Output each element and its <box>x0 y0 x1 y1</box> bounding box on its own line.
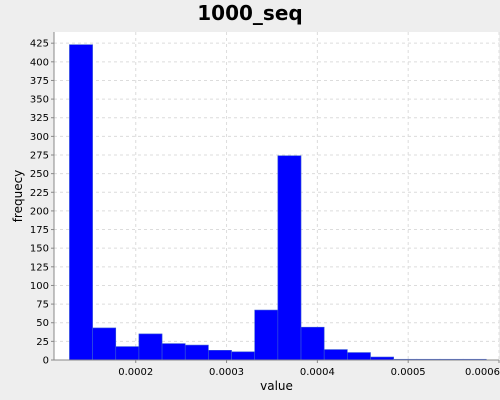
histogram-bar <box>323 349 348 361</box>
y-tick-label: 0 <box>43 356 49 367</box>
x-tick-label: 0.0006 <box>465 367 500 378</box>
plot-area <box>54 32 499 360</box>
y-tick-label: 200 <box>30 206 49 217</box>
bars <box>69 44 487 361</box>
y-tick-label: 125 <box>30 262 49 273</box>
x-tick-label: 0.0005 <box>391 367 426 378</box>
histogram-bar <box>231 351 256 361</box>
y-tick-label: 350 <box>30 95 49 106</box>
y-tick-label: 300 <box>30 132 49 143</box>
x-tick-label: 0.0003 <box>209 367 244 378</box>
y-tick-label: 25 <box>36 337 49 348</box>
y-tick-label: 275 <box>30 151 49 162</box>
histogram-bar <box>254 309 279 361</box>
histogram-bar <box>208 350 232 361</box>
y-axis-label: frequecy <box>11 170 25 223</box>
x-tick-label: 0.0002 <box>118 367 153 378</box>
y-tick-label: 100 <box>30 281 49 292</box>
y-tick-label: 400 <box>30 57 49 68</box>
histogram-bar <box>69 44 93 361</box>
histogram-bar <box>300 326 325 361</box>
y-tick-label: 75 <box>36 300 49 311</box>
tick-labels: 0 25 50 75 100 125 150 175 200 225 250 275 300 325 350… <box>30 39 500 378</box>
histogram-bar <box>92 327 117 361</box>
y-tick-label: 150 <box>30 244 49 255</box>
axes <box>53 32 499 361</box>
histogram-bar <box>277 155 302 361</box>
histogram-bar <box>347 352 371 361</box>
x-axis-label: value <box>260 379 293 393</box>
y-tick-label: 225 <box>30 188 49 199</box>
y-tick-label: 50 <box>36 318 49 329</box>
histogram-bar <box>138 333 163 361</box>
y-tick-label: 175 <box>30 225 49 236</box>
grid-lines <box>54 32 500 361</box>
chart-title: 1000_seq <box>197 1 303 25</box>
y-tick-label: 325 <box>30 113 49 124</box>
histogram-bar <box>115 346 140 361</box>
histogram-bar <box>161 343 186 361</box>
histogram-bar <box>184 344 209 361</box>
y-tick-label: 425 <box>30 39 49 50</box>
y-tick-label: 375 <box>30 76 49 87</box>
x-tick-label: 0.0004 <box>300 367 335 378</box>
y-tick-label: 250 <box>30 169 49 180</box>
